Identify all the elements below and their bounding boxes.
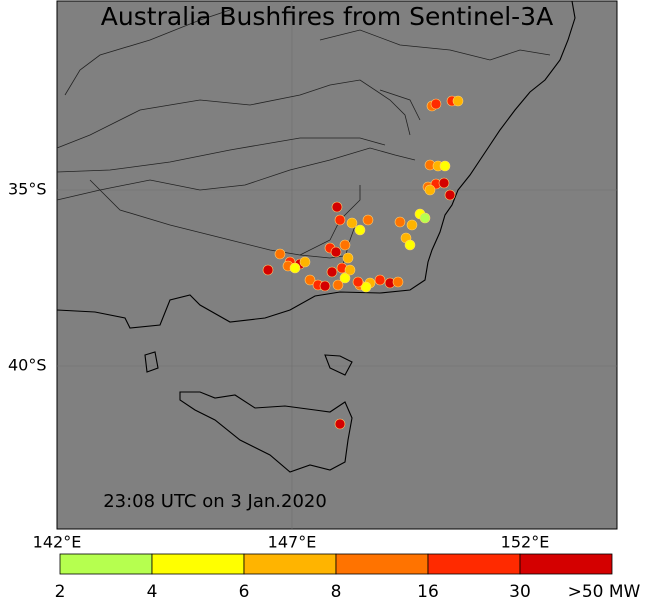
fire-point <box>404 239 416 251</box>
fire-point <box>330 246 342 258</box>
fire-point <box>438 177 450 189</box>
fire-point <box>352 276 364 288</box>
colorbar: 2 4 6 8 16 30 >50 MW <box>55 553 641 602</box>
fire-point <box>334 418 346 430</box>
fire-point <box>331 201 343 213</box>
fire-point <box>274 248 286 260</box>
colorbar-label: 8 <box>331 582 342 602</box>
fire-point <box>394 216 406 228</box>
longitude-label: 147°E <box>268 533 317 552</box>
fire-point <box>339 272 351 284</box>
longitude-label: 152°E <box>501 533 550 552</box>
fire-point <box>304 274 316 286</box>
fire-point <box>360 281 372 293</box>
fire-point <box>334 214 346 226</box>
fire-point <box>374 274 386 286</box>
fire-point <box>339 239 351 251</box>
fire-point <box>362 214 374 226</box>
fire-point <box>319 280 331 292</box>
coastline <box>56 0 576 473</box>
colorbar-segment <box>519 553 613 575</box>
latitude-label: 40°S <box>8 356 47 375</box>
fire-point <box>406 219 418 231</box>
longitude-label: 142°E <box>33 533 82 552</box>
colorbar-segment <box>151 553 245 575</box>
fire-detections <box>262 95 464 430</box>
fire-point <box>344 264 356 276</box>
fire-point <box>342 252 354 264</box>
latitude-label: 35°S <box>8 180 47 199</box>
map-area <box>56 0 618 530</box>
fire-point <box>419 212 431 224</box>
fire-point <box>299 256 311 268</box>
colorbar-segment <box>59 553 153 575</box>
colorbar-label: >50 MW <box>568 582 641 602</box>
fire-point <box>332 279 344 291</box>
colorbar-segment <box>243 553 337 575</box>
timestamp: 23:08 UTC on 3 Jan.2020 <box>103 491 327 512</box>
fire-point <box>262 264 274 276</box>
colorbar-label: 4 <box>147 582 158 602</box>
fire-point <box>354 224 366 236</box>
colorbar-segment <box>427 553 521 575</box>
fire-point <box>444 189 456 201</box>
map-title: Australia Bushfires from Sentinel-3A <box>101 2 553 31</box>
fire-point <box>424 184 436 196</box>
fire-point <box>326 266 338 278</box>
fire-point <box>452 95 464 107</box>
fire-point <box>430 98 442 110</box>
colorbar-label: 6 <box>239 582 250 602</box>
colorbar-segment <box>335 553 429 575</box>
colorbar-label: 16 <box>417 582 439 602</box>
fire-point <box>289 262 301 274</box>
colorbar-label: 2 <box>55 582 66 602</box>
fire-point <box>439 160 451 172</box>
fire-point <box>392 276 404 288</box>
colorbar-label: 30 <box>509 582 531 602</box>
fire-point <box>346 217 358 229</box>
